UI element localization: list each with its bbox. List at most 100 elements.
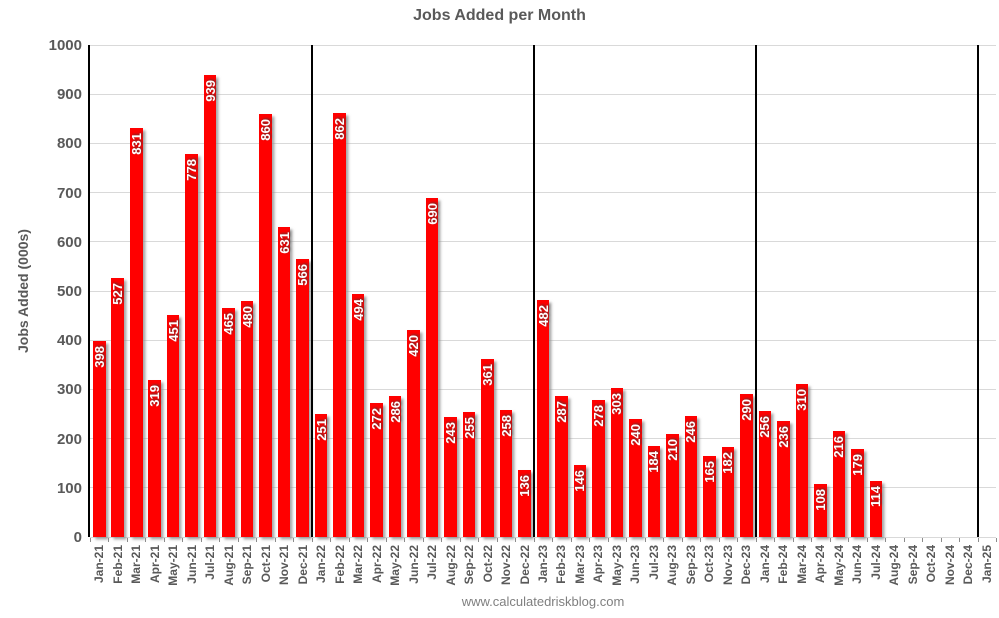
bar bbox=[370, 403, 383, 537]
x-tick-label: Dec-23 bbox=[739, 545, 754, 585]
axis-tick bbox=[90, 538, 91, 542]
axis-tick bbox=[330, 538, 332, 542]
bar bbox=[296, 258, 309, 537]
bar bbox=[499, 410, 513, 537]
bar-value-label: 108 bbox=[812, 488, 828, 511]
bar bbox=[388, 396, 402, 537]
axis-tick bbox=[219, 538, 221, 542]
bar bbox=[777, 420, 790, 537]
y-axis-line bbox=[88, 45, 90, 537]
axis-tick bbox=[515, 538, 517, 542]
axis-tick bbox=[792, 538, 794, 542]
bar bbox=[592, 400, 605, 537]
gridline bbox=[90, 241, 996, 243]
source-url-text: www.calculatedriskblog.com bbox=[461, 594, 625, 609]
x-tick-label: Sep-24 bbox=[905, 545, 920, 585]
x-tick-label: May-23 bbox=[609, 545, 624, 586]
bar-value-label: 236 bbox=[775, 425, 791, 448]
axis-tick bbox=[200, 538, 202, 542]
x-tick-label: Nov-22 bbox=[499, 545, 514, 586]
axis-tick bbox=[459, 538, 461, 542]
bar-value-label: 465 bbox=[221, 313, 237, 335]
axis-tick bbox=[663, 538, 665, 542]
axis-tick bbox=[644, 538, 646, 542]
bar-value-label: 303 bbox=[609, 392, 625, 415]
x-tick-label: Jun-22 bbox=[406, 545, 421, 584]
bar bbox=[462, 411, 476, 537]
x-tick-label: Nov-21 bbox=[277, 545, 292, 586]
bar bbox=[555, 395, 568, 537]
x-tick-label: Mar-23 bbox=[572, 545, 587, 584]
bar bbox=[129, 128, 143, 537]
bar-value-label: 246 bbox=[683, 420, 699, 443]
x-tick-label: Oct-22 bbox=[480, 545, 495, 583]
x-tick-label: Feb-22 bbox=[332, 545, 347, 584]
x-tick-label: Oct-21 bbox=[258, 545, 273, 583]
x-tick-label: Mar-24 bbox=[794, 545, 809, 584]
gridline bbox=[90, 142, 996, 144]
axis-tick bbox=[385, 538, 387, 542]
axis-tick bbox=[940, 538, 942, 542]
x-tick-label: Jan-24 bbox=[757, 545, 772, 584]
axis-tick bbox=[441, 538, 443, 542]
bar-value-label: 136 bbox=[517, 475, 532, 497]
x-tick-label: Apr-24 bbox=[813, 545, 828, 584]
bar-value-label: 179 bbox=[849, 453, 865, 476]
bar-value-label: 420 bbox=[406, 335, 422, 358]
bar-value-label: 527 bbox=[110, 282, 126, 305]
axis-tick bbox=[533, 538, 535, 542]
bar bbox=[407, 330, 420, 537]
axis-tick bbox=[404, 538, 406, 542]
x-tick-label: Jul-23 bbox=[646, 545, 661, 580]
axis-tick bbox=[737, 538, 739, 542]
axis-tick bbox=[293, 538, 295, 542]
axis-tick bbox=[718, 538, 720, 542]
axis-tick bbox=[755, 538, 757, 542]
bar-value-label: 361 bbox=[480, 364, 496, 387]
axis-tick bbox=[367, 538, 369, 542]
x-tick-label: Dec-22 bbox=[517, 545, 532, 585]
x-tick-label: Sep-22 bbox=[462, 545, 477, 585]
axis-tick bbox=[348, 538, 350, 542]
bar bbox=[832, 430, 846, 537]
axis-tick bbox=[552, 538, 554, 542]
year-divider-line bbox=[310, 45, 313, 537]
axis-tick bbox=[681, 538, 683, 542]
y-tick-label: 1000 bbox=[48, 37, 82, 54]
axis-tick bbox=[996, 538, 997, 542]
gridline bbox=[90, 192, 996, 194]
bar-value-label: 451 bbox=[165, 320, 181, 342]
x-tick-label: Aug-22 bbox=[443, 545, 458, 586]
bar bbox=[111, 277, 124, 537]
bar-value-label: 278 bbox=[590, 405, 606, 427]
bar bbox=[684, 415, 698, 537]
gridline bbox=[90, 93, 996, 95]
bar bbox=[629, 418, 642, 537]
axis-tick bbox=[626, 538, 628, 542]
x-tick-label: Nov-24 bbox=[942, 545, 957, 586]
axis-tick bbox=[274, 538, 276, 542]
bar-value-label: 860 bbox=[258, 118, 274, 141]
bar-value-label: 398 bbox=[91, 346, 107, 368]
axis-tick bbox=[607, 538, 609, 542]
axis-tick bbox=[774, 538, 776, 542]
bar-value-label: 286 bbox=[387, 401, 403, 423]
bar bbox=[758, 411, 772, 537]
axis-tick bbox=[163, 538, 165, 542]
gridline bbox=[90, 44, 996, 46]
bar bbox=[333, 112, 346, 537]
bar-value-label: 272 bbox=[369, 408, 385, 430]
bar bbox=[148, 380, 161, 537]
y-tick-label: 100 bbox=[56, 479, 82, 497]
x-tick-label: Dec-21 bbox=[295, 545, 310, 585]
bar-value-label: 146 bbox=[572, 470, 588, 492]
axis-tick bbox=[145, 538, 147, 542]
bar-value-label: 862 bbox=[332, 117, 348, 140]
x-tick-label: Aug-23 bbox=[665, 545, 680, 586]
x-tick-label: Jan-21 bbox=[92, 545, 107, 584]
bar-value-label: 255 bbox=[461, 416, 477, 439]
bar-value-label: 939 bbox=[202, 80, 218, 102]
x-tick-label: Jul-21 bbox=[203, 545, 218, 580]
bar bbox=[610, 387, 624, 537]
y-tick-label: 300 bbox=[56, 381, 82, 399]
